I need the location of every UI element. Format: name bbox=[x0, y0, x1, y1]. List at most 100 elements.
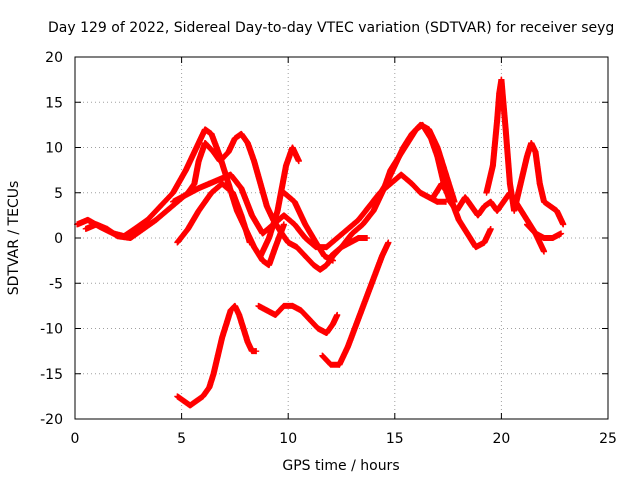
data-point-run bbox=[515, 203, 530, 223]
data-point-run bbox=[202, 140, 217, 155]
y-axis-label: SDTVAR / TECUs bbox=[6, 181, 22, 296]
series-track-10 bbox=[483, 76, 567, 228]
data-point-run bbox=[362, 276, 377, 305]
data-point-run bbox=[199, 384, 213, 400]
data-point-run bbox=[291, 198, 309, 228]
data-point-run bbox=[266, 244, 279, 269]
data-point bbox=[364, 235, 371, 241]
data-point-run bbox=[489, 117, 501, 169]
data-point-run bbox=[474, 203, 488, 219]
data-point-run bbox=[229, 189, 245, 219]
data-point-run bbox=[359, 208, 377, 228]
data-point-run bbox=[374, 181, 390, 201]
data-point-run bbox=[293, 244, 308, 259]
x-tick-label: 5 bbox=[177, 431, 186, 447]
data-point-run bbox=[481, 226, 494, 246]
data-point-run bbox=[349, 221, 366, 237]
data-point-run bbox=[455, 216, 471, 237]
data-point-run bbox=[462, 194, 475, 210]
data-point-run bbox=[398, 171, 415, 187]
y-tick-label: -10 bbox=[40, 322, 63, 338]
data-point-run bbox=[182, 144, 200, 174]
data-point-run bbox=[257, 180, 270, 209]
data-point bbox=[253, 348, 260, 355]
data-points-layer bbox=[74, 76, 567, 409]
series-track-3 bbox=[170, 171, 449, 251]
data-point-run bbox=[306, 316, 321, 332]
data-point-run bbox=[498, 76, 509, 133]
data-point-run bbox=[251, 158, 264, 187]
data-point-run bbox=[208, 130, 223, 160]
data-point-run bbox=[104, 225, 121, 239]
data-point-run bbox=[532, 149, 543, 187]
data-point-run bbox=[524, 221, 539, 237]
x-tick-label: 25 bbox=[599, 431, 617, 447]
data-point-run bbox=[408, 180, 424, 196]
tick-labels-layer: 0 5 10 15 20 25 -20 -15 -10 -5 0 5 10 15 20 bbox=[40, 50, 617, 447]
data-point bbox=[558, 230, 565, 237]
series-track-12 bbox=[174, 302, 260, 409]
x-tick-label: 20 bbox=[492, 431, 510, 447]
ticks-layer bbox=[74, 56, 609, 420]
data-point-run bbox=[280, 212, 298, 228]
x-tick-label: 10 bbox=[279, 431, 297, 447]
data-point-run bbox=[157, 190, 176, 210]
data-point-run bbox=[438, 180, 454, 200]
x-tick-label: 0 bbox=[71, 431, 80, 447]
data-point-run bbox=[370, 253, 385, 282]
data-point-run bbox=[238, 212, 253, 246]
data-point-run bbox=[227, 171, 245, 191]
series-track-5 bbox=[257, 144, 302, 260]
data-point-run bbox=[272, 303, 287, 318]
data-point-run bbox=[302, 253, 317, 268]
data-point-run bbox=[238, 185, 255, 219]
y-tick-label: 10 bbox=[45, 141, 63, 157]
data-point-run bbox=[185, 208, 202, 232]
y-tick-label: -20 bbox=[40, 412, 63, 428]
data-point-run bbox=[502, 126, 513, 187]
series-track-11 bbox=[524, 221, 565, 241]
data-point-run bbox=[302, 221, 319, 246]
y-tick-label: -5 bbox=[49, 276, 63, 292]
y-tick-label: -15 bbox=[40, 367, 63, 383]
data-point-run bbox=[249, 212, 266, 237]
data-point-run bbox=[323, 321, 336, 336]
data-point-run bbox=[274, 162, 289, 214]
data-point-run bbox=[494, 90, 503, 124]
series-track-4 bbox=[174, 180, 253, 246]
data-point bbox=[246, 239, 253, 246]
data-point-run bbox=[174, 226, 191, 246]
data-point-run bbox=[355, 203, 372, 223]
data-point-run bbox=[127, 226, 146, 241]
data-point bbox=[560, 221, 567, 228]
data-point-run bbox=[219, 180, 236, 196]
data-point bbox=[385, 239, 392, 246]
data-point-run bbox=[131, 217, 151, 232]
data-point-run bbox=[344, 321, 360, 350]
y-tick-label: 20 bbox=[45, 50, 63, 66]
y-tick-label: 15 bbox=[45, 95, 63, 111]
data-point-run bbox=[266, 208, 281, 241]
series-track-6 bbox=[280, 189, 336, 264]
data-point bbox=[329, 257, 336, 264]
data-point-run bbox=[244, 140, 257, 164]
data-point bbox=[487, 225, 494, 232]
data-point-run bbox=[140, 217, 159, 232]
data-point-run bbox=[391, 144, 407, 169]
data-point-run bbox=[312, 239, 328, 259]
data-point-run bbox=[280, 189, 298, 205]
data-point-run bbox=[291, 221, 309, 241]
data-point-run bbox=[278, 230, 291, 246]
data-point-run bbox=[170, 167, 189, 196]
data-point-run bbox=[379, 239, 392, 260]
data-point bbox=[280, 221, 287, 228]
data-point-run bbox=[334, 226, 351, 241]
y-tick-label: 5 bbox=[54, 186, 63, 202]
data-point-run bbox=[344, 217, 362, 232]
chart-title: Day 129 of 2022, Sidereal Day-to-day VTE… bbox=[48, 20, 614, 36]
data-point-run bbox=[434, 144, 449, 178]
data-point-run bbox=[195, 190, 215, 214]
data-point-run bbox=[153, 208, 170, 223]
